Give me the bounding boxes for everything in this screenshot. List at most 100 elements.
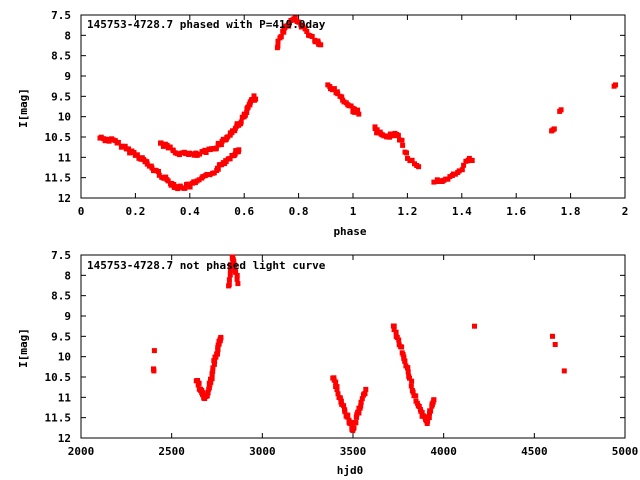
data-point [203, 150, 209, 155]
data-point [215, 351, 220, 357]
data-point [210, 365, 216, 371]
data-point [296, 19, 302, 25]
data-point [233, 269, 239, 275]
data-point [561, 368, 567, 374]
data-point [227, 156, 233, 162]
data-point [337, 395, 343, 401]
y-tick-label: 10 [58, 351, 71, 364]
y-tick-label: 11 [58, 391, 72, 404]
x-tick-label: 0 [78, 205, 85, 218]
data-point [396, 337, 402, 343]
x-tick-label: 1.8 [561, 205, 581, 218]
data-point [126, 146, 131, 152]
data-point [409, 378, 415, 384]
data-point [358, 400, 364, 406]
data-point [472, 323, 477, 329]
data-point [302, 26, 308, 32]
data-point [292, 15, 298, 21]
data-point [218, 142, 224, 148]
data-point [228, 265, 234, 271]
y-ticks: 7.5 8 8.5 9 9.5 10 10.5 11 11.5 12 [45, 9, 625, 205]
data-point [131, 150, 137, 155]
data-point [238, 119, 244, 125]
x-tick-label: 1.4 [452, 205, 472, 218]
data-point [216, 341, 222, 347]
data-point [409, 157, 415, 163]
data-point [218, 335, 224, 341]
data-point [358, 403, 364, 409]
data-point [228, 262, 234, 268]
data-point [341, 403, 347, 409]
data-point [211, 361, 217, 367]
data-point [400, 142, 406, 148]
data-point [431, 397, 437, 403]
data-point [469, 158, 475, 163]
data-point [405, 365, 411, 371]
data-point [234, 273, 240, 278]
y-tick-label: 9 [64, 70, 71, 83]
data-point [374, 127, 380, 133]
data-point [407, 375, 412, 381]
data-point [158, 140, 164, 146]
data-point [231, 262, 237, 268]
data-point [210, 368, 216, 374]
phased-light-curve-panel: 0 0.2 0.4 0.6 0.8 1 1.2 1.4 1.6 1.8 2 7.5 8 8.5 9 9.5 1… [17, 9, 628, 238]
data-point [253, 96, 259, 102]
data-point [613, 82, 618, 88]
data-point [395, 133, 401, 139]
data-point [156, 169, 161, 174]
data-point [552, 342, 558, 347]
data-point [334, 384, 340, 390]
data-point [391, 327, 397, 333]
y-tick-label: 9.5 [51, 90, 71, 103]
data-point [247, 100, 253, 106]
y-axis-label: I[mag] [17, 328, 30, 368]
x-tick-label: 3000 [249, 445, 276, 458]
data-point [213, 145, 219, 151]
data-point [196, 177, 202, 183]
data-point [207, 172, 213, 178]
data-points [151, 254, 567, 433]
data-point [102, 138, 108, 144]
data-point [356, 111, 362, 117]
data-point [419, 410, 425, 416]
data-point [344, 414, 350, 420]
y-tick-label: 10.5 [45, 371, 72, 384]
plot-frame [80, 254, 626, 439]
unphased-light-curve-panel: 2000 2500 3000 3500 4000 4500 5000 7.5 8 8.5 9 9.5… [17, 249, 638, 477]
y-axis-label: I[mag] [17, 88, 30, 128]
x-tick-label: 4000 [430, 445, 457, 458]
data-point [309, 34, 315, 39]
data-point [335, 391, 341, 397]
data-point [215, 166, 221, 172]
y-tick-label: 10 [58, 111, 71, 124]
data-point [391, 323, 397, 329]
y-tick-label: 12 [58, 432, 71, 445]
data-point [362, 391, 368, 396]
y-tick-label: 7.5 [51, 9, 71, 22]
data-point [405, 369, 411, 375]
data-point [205, 390, 211, 396]
x-tick-label: 0.4 [180, 205, 200, 218]
data-point [182, 185, 188, 191]
data-point [428, 408, 434, 414]
data-point [183, 151, 189, 157]
data-point [234, 276, 240, 282]
x-tick-label: 3500 [340, 445, 367, 458]
data-point [227, 272, 233, 278]
data-point [149, 165, 155, 171]
data-point [281, 29, 287, 35]
x-tick-label: 0.8 [289, 205, 309, 218]
x-tick-label: 0.6 [234, 205, 254, 218]
data-point [151, 368, 157, 374]
data-point [286, 23, 292, 29]
data-point [275, 38, 281, 44]
data-point [399, 344, 405, 350]
x-tick-label: 0.2 [125, 205, 145, 218]
data-point [331, 86, 337, 92]
data-point [348, 421, 354, 426]
data-point [167, 144, 173, 150]
data-point [445, 176, 451, 182]
data-point [456, 168, 462, 174]
data-point [226, 277, 232, 283]
